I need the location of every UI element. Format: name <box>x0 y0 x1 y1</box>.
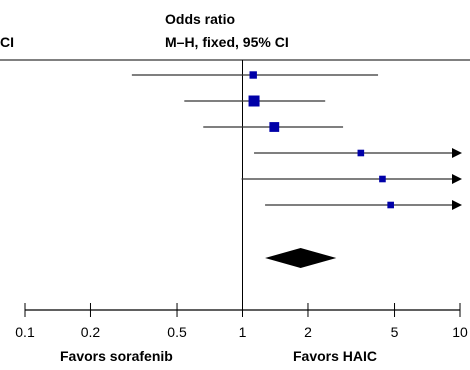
x-tick-label: 2 <box>304 324 312 340</box>
header-ci-fragment: CI <box>0 34 14 50</box>
study-marker <box>248 95 260 107</box>
favors-left-label: Favors sorafenib <box>60 348 173 364</box>
study-marker <box>249 71 257 79</box>
x-axis-ticks: 0.1 0.2 0.5 1 2 5 10 <box>15 303 468 340</box>
study-ci-arrow <box>452 174 462 184</box>
x-tick-label: 10 <box>452 324 468 340</box>
study-marker <box>379 175 386 183</box>
study-marker <box>357 149 365 157</box>
x-tick-label: 0.1 <box>15 324 35 340</box>
x-tick-label: 0.5 <box>167 324 187 340</box>
favors-right-label: Favors HAIC <box>293 348 377 364</box>
study-marker <box>269 122 280 132</box>
x-tick-label: 1 <box>239 324 247 340</box>
plot-area <box>131 60 462 310</box>
chart-subtitle: M–H, fixed, 95% CI <box>165 34 289 50</box>
x-tick-label: 5 <box>391 324 399 340</box>
chart-title: Odds ratio <box>165 11 235 27</box>
x-tick-label: 0.2 <box>81 324 101 340</box>
pooled-diamond <box>265 248 337 268</box>
study-ci-arrow <box>452 200 462 210</box>
study-ci-arrow <box>452 148 462 158</box>
study-marker <box>387 201 394 209</box>
